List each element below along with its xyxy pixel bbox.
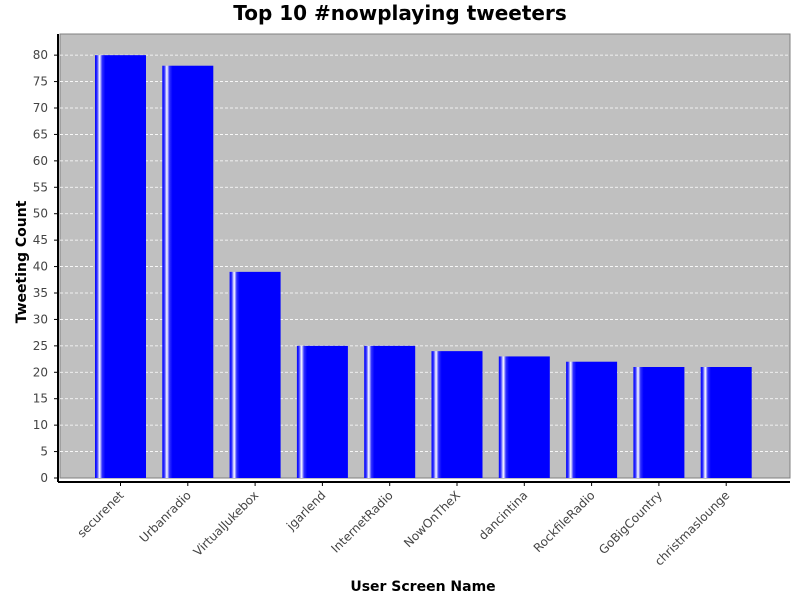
x-tick-label: RockfileRadio: [531, 488, 598, 555]
y-tick-label: 35: [33, 286, 48, 300]
x-tick-label: jgarlend: [283, 488, 328, 533]
y-tick-label: 50: [33, 207, 48, 221]
y-tick-label: 15: [33, 392, 48, 406]
x-tick-label: NowOnTheX: [401, 488, 463, 550]
bar-RockfileRadio: [566, 361, 618, 478]
bar-securenet: [95, 55, 146, 479]
y-tick-label: 55: [33, 180, 48, 194]
bar-GoBigCountry: [633, 367, 685, 478]
y-axis-label: Tweeting Count: [14, 200, 30, 323]
y-tick-label: 10: [33, 418, 48, 432]
x-tick-label: VirtualJukebox: [191, 488, 262, 559]
y-tick-label: 5: [40, 445, 48, 459]
y-tick-label: 0: [40, 471, 48, 485]
chart-title: Top 10 #nowplaying tweeters: [233, 1, 567, 25]
y-tick-label: 40: [33, 260, 48, 274]
x-tick-label: InternetRadio: [328, 488, 395, 555]
x-tick-label: christmaslounge: [652, 488, 732, 568]
y-axis-ticks: 0 5 10 15 20 25 30 35 40 45 50 55 60 65 70 75 80: [33, 48, 58, 485]
y-tick-label: 70: [33, 101, 48, 115]
x-tick-label: GoBigCountry: [596, 488, 665, 557]
bar-InternetRadio: [364, 345, 416, 478]
bar-Urbanradio: [162, 65, 214, 478]
y-tick-label: 75: [33, 75, 48, 89]
y-tick-label: 80: [33, 48, 48, 62]
x-axis-label: User Screen Name: [350, 579, 495, 595]
bar-VirtualJukebox: [229, 271, 281, 478]
y-tick-label: 30: [33, 312, 48, 326]
bars: [95, 55, 752, 479]
bar-dancintina: [498, 356, 550, 478]
x-tick-label: securenet: [75, 488, 127, 540]
bar-christmaslounge: [700, 367, 752, 478]
y-tick-label: 20: [33, 365, 48, 379]
bar-NowOnTheX: [431, 351, 483, 478]
y-tick-label: 60: [33, 154, 48, 168]
x-tick-label: dancintina: [476, 488, 531, 543]
bar-jgarlend: [296, 345, 348, 478]
y-tick-label: 65: [33, 127, 48, 141]
y-tick-label: 25: [33, 339, 48, 353]
x-tick-label: Urbanradio: [137, 488, 194, 545]
y-tick-label: 45: [33, 233, 48, 247]
